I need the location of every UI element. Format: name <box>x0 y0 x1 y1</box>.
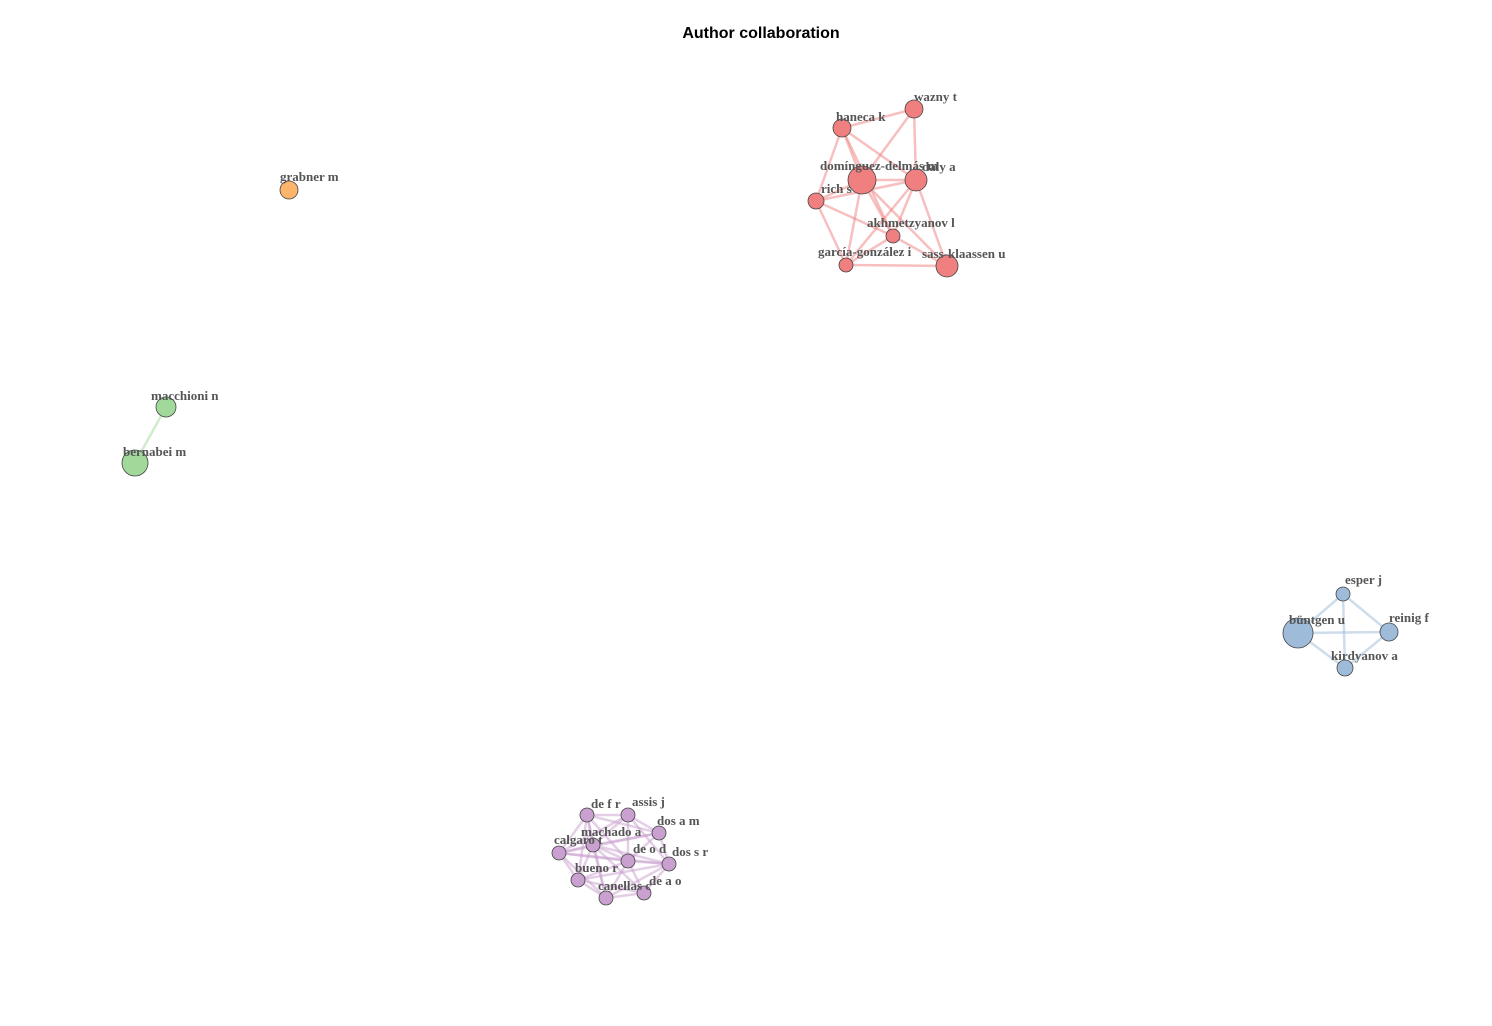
node-label-deao: de a o <box>649 873 682 888</box>
edge-deod-bueno <box>576 859 630 882</box>
node-label-assis: assis j <box>632 794 665 809</box>
node-label-bernabei: bernabei m <box>123 444 186 459</box>
edge-def-dosam <box>585 813 661 835</box>
edge-akhmetzyanov-garcia <box>844 234 895 267</box>
node-dossr[interactable] <box>661 856 677 872</box>
node-deod[interactable] <box>620 853 636 869</box>
node-label-kirdyanov: kirdyanov a <box>1331 648 1398 663</box>
node-label-haneca: haneca k <box>836 109 886 124</box>
node-grabner[interactable] <box>279 180 299 200</box>
node-label-dosam: dos a m <box>657 813 700 828</box>
node-rich[interactable] <box>807 192 825 210</box>
node-label-machado: machado a <box>581 824 642 839</box>
node-dosam[interactable] <box>651 825 667 841</box>
node-label-garcia: garcía-gonzález i <box>818 244 912 259</box>
node-assis[interactable] <box>620 807 636 823</box>
plot-title: Author collaboration <box>682 25 840 42</box>
node-deao[interactable] <box>636 885 652 901</box>
node-label-canellas: canellas c <box>598 878 651 893</box>
node-kirdyanov[interactable] <box>1336 659 1354 677</box>
edge-wazny-dominguez <box>860 107 916 182</box>
edge-daly-garcia <box>844 178 918 267</box>
node-dominguez[interactable] <box>847 165 877 195</box>
node-buntgen[interactable] <box>1282 617 1314 649</box>
edge-assis-dossr <box>626 813 671 866</box>
edge-dominguez-sass <box>860 178 949 268</box>
edge-def-deod <box>585 813 630 863</box>
node-label-dominguez: domínguez-delmás m <box>820 158 938 173</box>
nodes-layer <box>121 99 1399 906</box>
edge-haneca-rich <box>814 126 844 203</box>
node-label-dossr: dos s r <box>672 844 708 859</box>
edge-esper-kirdyanov <box>1341 592 1347 670</box>
edge-machado-deao <box>591 843 646 895</box>
edge-reinig-kirdyanov <box>1343 630 1391 670</box>
edge-assis-machado <box>591 813 630 847</box>
node-machado[interactable] <box>585 837 601 853</box>
node-label-macchioni: macchioni n <box>151 388 219 403</box>
node-reinig[interactable] <box>1379 622 1399 642</box>
edge-wazny-daly <box>912 107 918 182</box>
node-label-bueno: bueno r <box>575 860 618 875</box>
node-label-reinig: reinig f <box>1389 610 1430 625</box>
node-label-grabner: grabner m <box>280 169 339 184</box>
node-garcia[interactable] <box>838 257 854 273</box>
node-label-rich: rich s <box>821 181 852 196</box>
edge-garcia-sass <box>844 263 949 268</box>
edge-assis-calgaro <box>557 813 630 855</box>
node-label-deod: de o d <box>633 841 667 856</box>
node-sass[interactable] <box>935 254 959 278</box>
node-macchioni[interactable] <box>155 396 177 418</box>
edge-daly-sass <box>914 178 949 268</box>
edges-layer <box>133 107 1391 900</box>
node-label-calgaro: calgaro t <box>554 832 603 847</box>
node-label-sass: sass-klaassen u <box>922 246 1005 261</box>
node-bueno[interactable] <box>570 872 586 888</box>
edge-haneca-daly <box>840 126 918 182</box>
node-calgaro[interactable] <box>551 845 567 861</box>
node-label-daly: daly a <box>922 159 956 174</box>
node-esper[interactable] <box>1335 586 1351 602</box>
edge-dominguez-garcia <box>844 178 864 267</box>
node-label-buntgen: büntgen u <box>1289 612 1345 627</box>
node-label-esper: esper j <box>1345 572 1382 587</box>
edge-dossr-bueno <box>576 862 671 882</box>
node-akhmetzyanov[interactable] <box>885 228 901 244</box>
node-bernabei[interactable] <box>121 449 149 477</box>
node-def[interactable] <box>579 807 595 823</box>
edge-esper-reinig <box>1341 592 1391 634</box>
edge-def-calgaro <box>557 813 589 855</box>
edge-rich-akhmetzyanov <box>814 199 895 238</box>
edge-dossr-canellas <box>604 862 671 900</box>
node-label-def: de f r <box>591 796 621 811</box>
edge-haneca-wazny <box>840 107 916 130</box>
node-wazny[interactable] <box>904 99 924 119</box>
node-haneca[interactable] <box>832 118 852 138</box>
node-label-akhmetzyanov: akhmetzyanov l <box>867 215 955 230</box>
node-label-wazny: wazny t <box>914 89 958 104</box>
node-canellas[interactable] <box>598 890 614 906</box>
edge-bueno-deao <box>576 878 646 895</box>
node-daly[interactable] <box>904 168 928 192</box>
edge-rich-garcia <box>814 199 848 267</box>
